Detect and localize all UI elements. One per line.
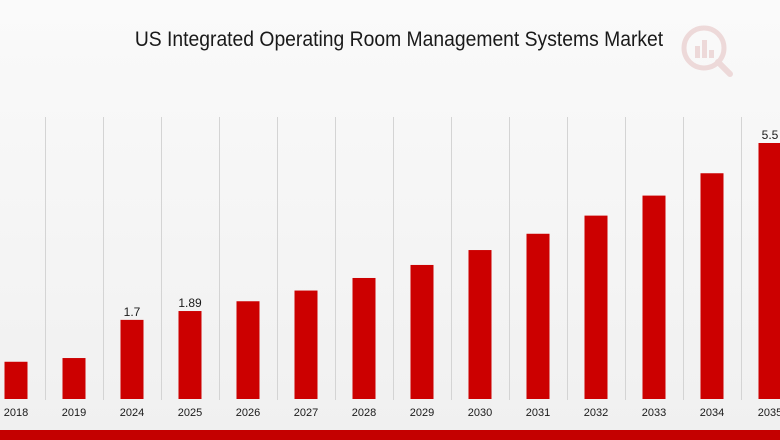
market-research-logo-icon: [681, 25, 733, 77]
data-label-2024: 1.7: [124, 305, 141, 319]
bar-2033: [642, 195, 666, 399]
bar-2030: [468, 250, 492, 399]
x-tick-2026: 2026: [236, 407, 260, 419]
x-tick-2028: 2028: [352, 407, 376, 419]
bottom-accent-bar: [0, 430, 780, 440]
data-label-2035: 5.5: [762, 128, 779, 142]
chart-title: US Integrated Operating Room Management …: [134, 28, 664, 51]
x-tick-2027: 2027: [294, 407, 318, 419]
x-tick-2024: 2024: [120, 407, 144, 419]
x-tick-2033: 2033: [642, 407, 666, 419]
bar-2025: [178, 311, 202, 399]
bar-2029: [410, 264, 434, 399]
bar-2031: [526, 233, 550, 399]
x-tick-2019: 2019: [62, 407, 86, 419]
bar-2018: [4, 361, 28, 399]
bar-2028: [352, 277, 376, 399]
x-tick-2031: 2031: [526, 407, 550, 419]
bar-2035: [758, 143, 780, 399]
bar-2027: [294, 290, 318, 399]
x-tick-2030: 2030: [468, 407, 492, 419]
bar-2026: [236, 301, 260, 399]
bar-2032: [584, 215, 608, 399]
data-labels: 1.7 1.89 5.5: [124, 128, 779, 319]
x-tick-2034: 2034: [700, 407, 724, 419]
x-tick-labels: 2018 2019 2024 2025 2026 2027 2028 2029 2030 2031…: [4, 407, 780, 419]
data-label-2025: 1.89: [178, 296, 202, 310]
x-tick-2029: 2029: [410, 407, 434, 419]
bar-2024: [120, 319, 144, 399]
bars: [4, 143, 780, 399]
bar-2034: [700, 173, 724, 399]
x-tick-2032: 2032: [584, 407, 608, 419]
bar-2019: [62, 358, 86, 399]
x-tick-2018: 2018: [4, 407, 28, 419]
x-tick-2035: 2035: [758, 407, 780, 419]
x-tick-2025: 2025: [178, 407, 202, 419]
gridlines: [45, 117, 742, 400]
